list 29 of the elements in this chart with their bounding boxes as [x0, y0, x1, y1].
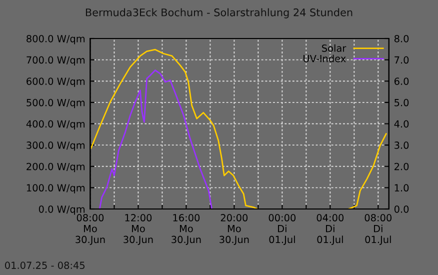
x-tick-label: 12:00 Mo 30.Jun [124, 214, 153, 245]
chart-title: Bermuda3Eck Bochum - Solarstrahlung 24 Stunden [86, 8, 352, 18]
y-tick-label: 800.0 W/qm [26, 34, 85, 44]
x-tick-label: 16:00 Mo 30.Jun [172, 214, 201, 245]
legend-label: Solar [322, 44, 346, 52]
y-tick-label: 500.0 W/qm [26, 98, 85, 108]
legend-label: UV-Index [304, 54, 346, 62]
y2-tick-label: 5.0 [394, 98, 409, 106]
x-tick-label: 20:00 Mo 30.Jun [220, 214, 249, 245]
y2-tick-label: 2.0 [394, 162, 409, 170]
y-tick-label: 400.0 W/qm [26, 120, 85, 130]
y2-tick-label: 3.0 [394, 142, 409, 149]
text: 01.07.25 - 08:45 [5, 262, 85, 269]
y2-tick-label: 7.0 [394, 56, 409, 64]
x-tick-label: 08:00 Mo 30.Jun [76, 214, 105, 245]
y-tick-label: 0.0 W/qm [38, 205, 85, 215]
y2-tick-label: 4.0 [394, 120, 409, 128]
y-tick-label: 600.0 W/qm [26, 78, 85, 87]
y2-tick-label: 8.0 [394, 34, 409, 42]
y-tick-label: 700.0 W/qm [26, 56, 85, 66]
x-tick-label: 04:00 Di 01.Jul [316, 214, 344, 245]
y2-tick-label: 0.0 [394, 205, 409, 213]
x-tick-label: 08:00 Di 01.Jul [364, 214, 392, 245]
x-tick-label: 00:00 Di 01.Jul [268, 214, 296, 245]
y2-tick-label: 6.0 [394, 78, 409, 85]
y2-tick-label: 1.0 [394, 184, 409, 192]
y-tick-label: 100.0 W/qm [26, 184, 85, 194]
y-tick-label: 200.0 W/qm [26, 162, 85, 172]
y-tick-label: 300.0 W/qm [26, 142, 85, 151]
